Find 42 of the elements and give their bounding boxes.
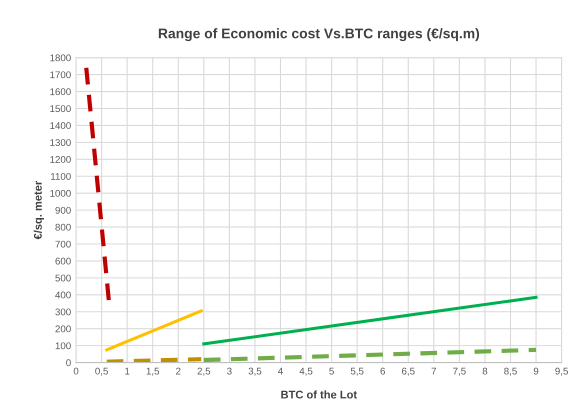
x-tick-label: 5 <box>329 368 334 375</box>
y-tick-label: 1800 <box>50 54 71 62</box>
x-tick-label: 9 <box>534 368 538 375</box>
x-tick-label: 6,5 <box>402 368 415 376</box>
x-tick-label: 4 <box>278 368 283 374</box>
y-tick-label: 800 <box>55 224 71 231</box>
x-tick-label: 0 <box>74 368 78 375</box>
x-tick-label: 3,5 <box>248 368 262 376</box>
x-tick-label: 8,5 <box>504 368 517 376</box>
y-tick-label: 100 <box>56 342 71 350</box>
y-tick-label: 700 <box>55 240 71 248</box>
x-tick-label: 1 <box>125 368 130 374</box>
y-tick-label: 200 <box>55 325 71 332</box>
y-tick-label: 900 <box>55 206 71 214</box>
y-axis-title: €/sq. meter <box>34 180 44 240</box>
y-tick-label: 0 <box>66 359 71 366</box>
chart-title: Range of Economic cost Vs.BTC ranges (€/sq.m) <box>158 28 480 42</box>
x-tick-label: 9,5 <box>555 368 568 376</box>
x-axis-title: BTC of the Lot <box>281 390 357 399</box>
y-tick-label: 1100 <box>51 172 71 180</box>
x-tick-label: 3 <box>227 368 232 375</box>
x-tick-label: 0,5 <box>95 368 108 376</box>
y-tick-label: 300 <box>55 308 71 316</box>
x-tick-label: 5,5 <box>350 368 364 376</box>
y-tick-label: 1400 <box>50 122 71 130</box>
x-tick-label: 1,5 <box>146 368 160 376</box>
x-tick-label: 7 <box>432 368 436 374</box>
y-tick-label: 500 <box>55 274 71 282</box>
x-tick-label: 6 <box>380 368 385 375</box>
x-tick-label: 2 <box>176 368 180 374</box>
x-tick-label: 8 <box>482 368 488 375</box>
y-tick-label: 1300 <box>50 139 71 146</box>
x-tick-label: 2,5 <box>198 368 210 376</box>
y-tick-label: 1600 <box>50 88 71 96</box>
y-tick-label: 1700 <box>50 71 71 78</box>
y-tick-label: 1200 <box>50 156 71 163</box>
y-tick-label: 1500 <box>50 105 71 112</box>
x-tick-label: 7,5 <box>453 368 466 376</box>
y-tick-label: 600 <box>55 258 71 265</box>
y-tick-label: 1000 <box>50 190 71 197</box>
x-tick-label: 4,5 <box>300 368 312 376</box>
y-tick-label: 400 <box>55 292 71 298</box>
